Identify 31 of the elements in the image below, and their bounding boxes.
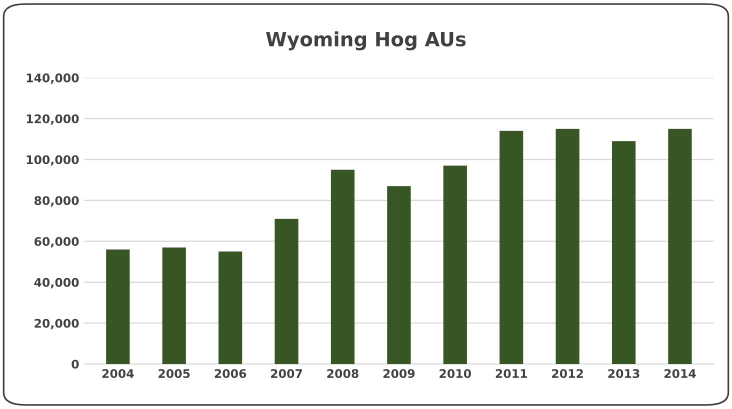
y-tick-label: 20,000 bbox=[34, 318, 79, 330]
bar bbox=[274, 218, 298, 364]
bar bbox=[556, 128, 580, 364]
x-tick-label: 2007 bbox=[271, 369, 302, 378]
bar bbox=[162, 247, 186, 364]
y-tick-label: 40,000 bbox=[34, 278, 79, 288]
bar bbox=[218, 252, 242, 364]
y-tick-label: 80,000 bbox=[34, 196, 79, 207]
x-tick-label: 2006 bbox=[214, 369, 246, 378]
bar bbox=[500, 130, 524, 364]
x-tick-label: 2013 bbox=[608, 369, 640, 378]
x-tick-label: 2011 bbox=[496, 369, 527, 378]
y-tick-label: 120,000 bbox=[26, 114, 79, 125]
chart-title: Wyoming Hog AUs bbox=[266, 31, 466, 50]
y-tick-label: 0 bbox=[72, 360, 79, 369]
x-tick-label: 2010 bbox=[440, 369, 472, 378]
bar bbox=[387, 186, 411, 364]
y-tick-label: 100,000 bbox=[26, 155, 79, 166]
bar bbox=[443, 166, 467, 364]
bar bbox=[330, 170, 355, 364]
x-tick-label: 2009 bbox=[383, 369, 415, 378]
y-tick-label: 140,000 bbox=[26, 73, 79, 84]
x-tick-label: 2004 bbox=[102, 369, 134, 378]
x-tick-label: 2012 bbox=[552, 369, 583, 378]
x-tick-label: 2014 bbox=[664, 369, 696, 378]
x-tick-label: 2008 bbox=[327, 369, 358, 378]
x-tick-label: 2005 bbox=[158, 369, 190, 378]
y-tick-label: 60,000 bbox=[34, 237, 79, 248]
bar bbox=[106, 249, 130, 364]
bar bbox=[668, 128, 692, 364]
bar bbox=[612, 141, 636, 364]
